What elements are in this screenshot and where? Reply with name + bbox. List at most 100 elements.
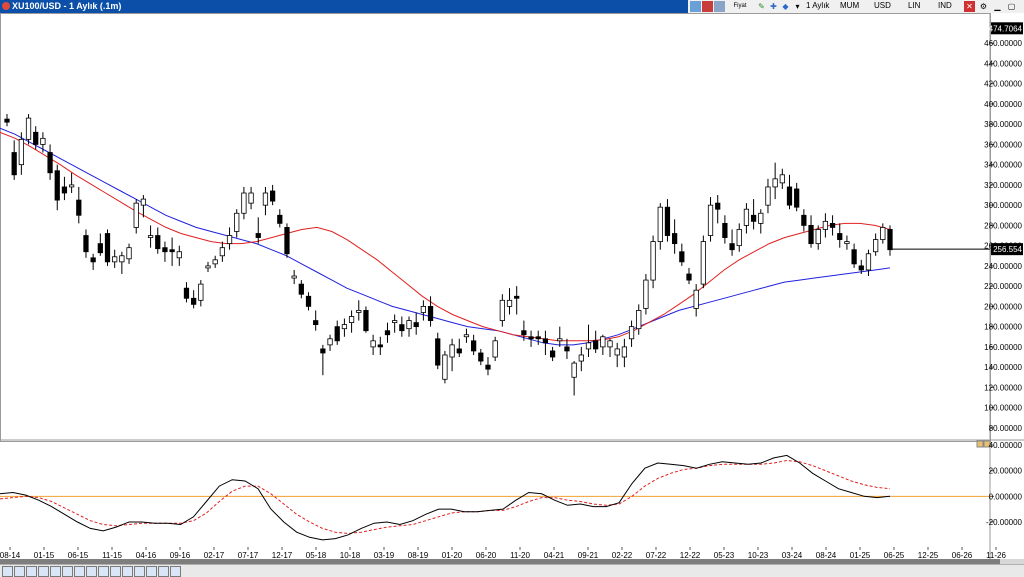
tool-arrow-icon[interactable] (86, 566, 97, 577)
candle-down (305, 295, 312, 307)
y-tick-label: 380.00000 (984, 120, 1022, 129)
candle (672, 219, 678, 254)
candle-down (255, 233, 261, 238)
dropdown-icon[interactable]: ▾ (795, 2, 800, 11)
candle (693, 284, 699, 317)
tool-help-icon[interactable] (170, 566, 181, 577)
tool-select-icon[interactable] (2, 566, 13, 577)
candle (794, 182, 800, 212)
candle (571, 361, 577, 396)
candle-up (628, 326, 635, 340)
candle-up (449, 344, 455, 358)
zoom-label[interactable]: Fiyat (733, 3, 747, 9)
arrows-icon[interactable]: ◆ (782, 2, 789, 11)
scrollbar-thumb[interactable] (0, 559, 1000, 564)
window-title: XU100/USD - 1 Aylık (.1m) (12, 1, 122, 11)
tool-channel-icon[interactable] (50, 566, 61, 577)
candle (68, 172, 75, 194)
chart-area[interactable]: 460.00000 440.00000 420.00000 400.00000 380.… (0, 13, 1024, 564)
candle (413, 312, 419, 335)
candle (313, 310, 319, 331)
scale-selector[interactable]: LIN (908, 1, 921, 10)
candle-up (844, 241, 850, 245)
candle (679, 243, 685, 266)
candle-down (729, 243, 735, 251)
candle-down (320, 348, 326, 354)
candle-down (837, 233, 843, 240)
layout-icon[interactable] (690, 1, 701, 12)
x-tick-label: 08-19 (408, 551, 429, 560)
candle-down (427, 305, 434, 321)
candle-down (801, 214, 807, 226)
pencil-icon[interactable]: ✎ (758, 2, 765, 11)
tool-excel-icon[interactable] (122, 566, 133, 577)
candle (291, 269, 297, 285)
ma-slow-line (0, 127, 891, 346)
y-tick-label: 300.00000 (984, 201, 1022, 210)
candle-down (384, 330, 391, 336)
y-tick-label: 340.00000 (984, 161, 1022, 170)
candle-up (700, 241, 706, 285)
candle (478, 348, 484, 366)
y-tick-label: 280.00000 (984, 221, 1022, 230)
main-panel-frame (0, 13, 991, 442)
tool-text-icon[interactable] (74, 566, 85, 577)
candle (334, 320, 340, 345)
tool-sync-icon[interactable] (158, 566, 169, 577)
settings-icon[interactable]: ⚙ (979, 2, 988, 11)
maximize-icon[interactable]: ▢ (1007, 2, 1016, 11)
currency-selector[interactable]: USD (874, 1, 891, 10)
candle-down (33, 131, 39, 145)
candle (844, 235, 850, 250)
candle-up (743, 208, 750, 226)
candle-up (205, 265, 211, 269)
candle-down (104, 233, 111, 263)
print-icon[interactable] (714, 1, 725, 12)
candle (851, 243, 857, 268)
candle (743, 203, 750, 234)
tool-clear-icon[interactable] (134, 566, 145, 577)
candle-up (557, 338, 563, 342)
tool-zoom-icon[interactable] (62, 566, 73, 577)
candle-down (277, 214, 283, 224)
candle-down (377, 344, 383, 348)
candle-up (248, 192, 254, 204)
candle-up (212, 259, 218, 265)
candle-down (808, 225, 814, 245)
tool-hline-icon[interactable] (26, 566, 37, 577)
candle (169, 237, 175, 266)
indicator-selector[interactable]: IND (938, 1, 952, 10)
tool-line-icon[interactable] (14, 566, 25, 577)
price-chart[interactable]: 460.00000 440.00000 420.00000 400.00000 380.… (0, 13, 1024, 564)
minimize-icon[interactable]: ▁ (994, 2, 1001, 11)
axes: 460.00000 440.00000 420.00000 400.00000 380.… (0, 22, 1023, 560)
candle (722, 215, 728, 244)
candle (162, 241, 168, 262)
tool-fib-icon[interactable] (38, 566, 49, 577)
chart-style-selector[interactable]: MUM (840, 1, 860, 10)
tool-copy-icon[interactable] (146, 566, 157, 577)
candles (4, 114, 893, 396)
candle (514, 286, 520, 315)
period-selector[interactable]: 1 Aylık (806, 1, 830, 10)
crosshair-icon[interactable]: ✚ (770, 2, 777, 11)
y-tick-label: 80.00000 (989, 424, 1023, 433)
close-icon[interactable]: ✕ (964, 1, 975, 12)
candle-down (169, 249, 175, 253)
tool-rect-icon[interactable] (98, 566, 109, 577)
candle (758, 209, 764, 234)
x-tick-label: 11-26 (986, 551, 1006, 560)
candle (262, 186, 269, 216)
candle (140, 195, 147, 218)
candle (284, 223, 290, 258)
candle-down (478, 352, 484, 362)
save-icon[interactable] (702, 1, 713, 12)
x-tick-label: 09-21 (578, 551, 599, 560)
candle (471, 334, 477, 355)
candle (191, 290, 197, 309)
candle-up (234, 212, 240, 232)
x-tick-label: 08-14 (0, 551, 21, 560)
horizontal-scrollbar[interactable] (0, 559, 1024, 564)
tool-ellipse-icon[interactable] (110, 566, 121, 577)
oscillator-main-line (0, 454, 891, 541)
